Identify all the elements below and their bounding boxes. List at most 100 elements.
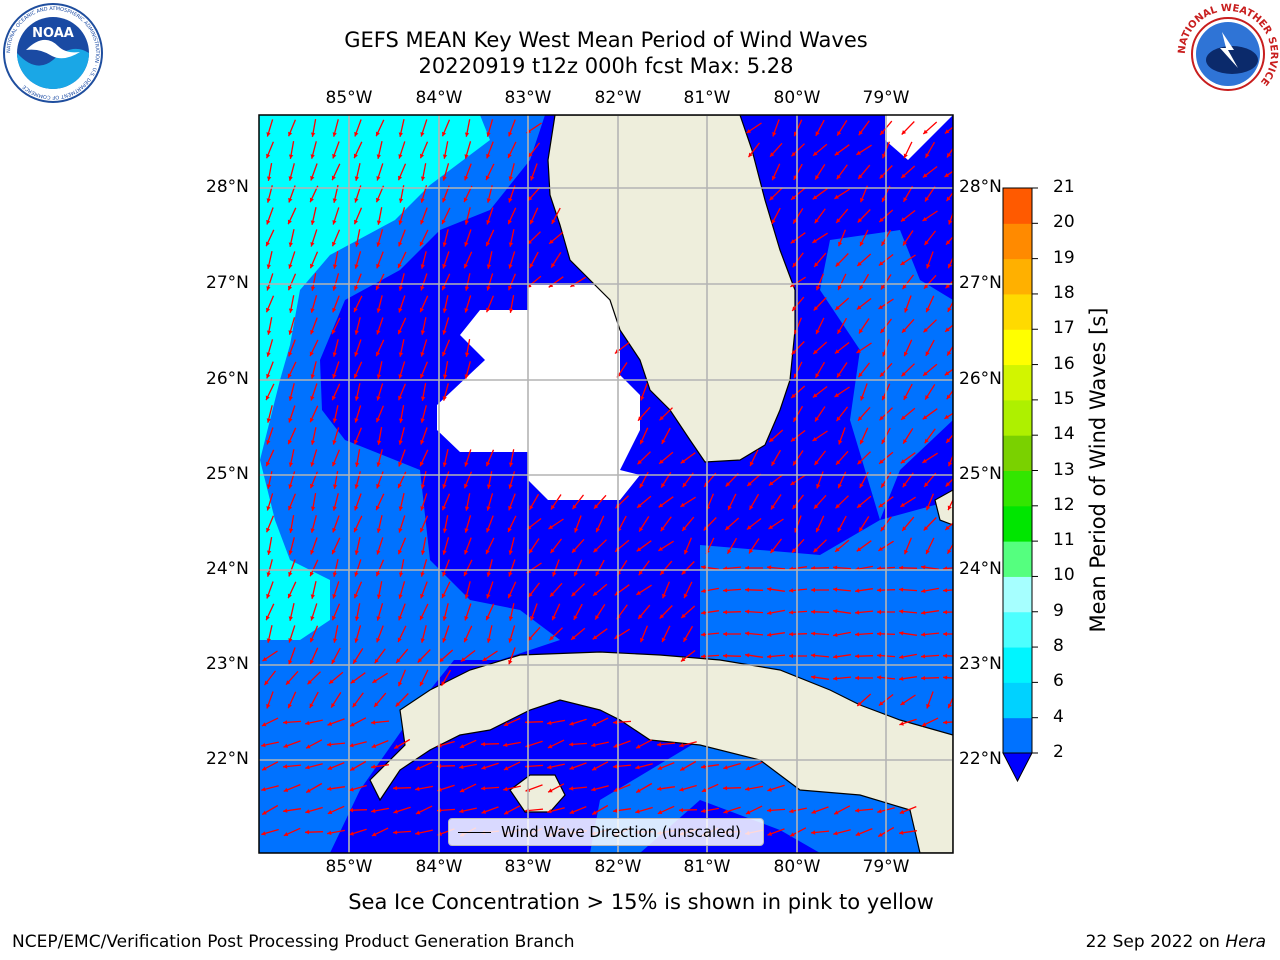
wave-direction-arrowhead [288, 439, 292, 445]
wave-direction-arrowhead [398, 681, 403, 687]
wave-direction-arrowhead [837, 372, 841, 378]
wave-direction-arrowhead [459, 808, 464, 814]
wave-direction-arrowhead [768, 525, 774, 529]
wave-direction-arrowhead [811, 830, 816, 835]
wave-direction-arrowhead [266, 506, 271, 511]
wave-direction-arrowhead [636, 788, 641, 793]
wave-direction-arrowhead [811, 653, 816, 658]
wave-direction-arrowhead [332, 572, 337, 577]
wave-direction-arrowhead [464, 637, 468, 643]
wave-direction-arrowhead [398, 308, 403, 313]
wave-direction-arrowhead [877, 588, 882, 593]
wave-direction-arrowhead [657, 742, 662, 747]
wave-direction-arrowhead [591, 742, 596, 748]
wave-direction-arrowhead [793, 373, 798, 379]
wave-direction-arrowhead [442, 571, 447, 577]
wave-direction-arrowhead [790, 239, 796, 244]
wave-direction-arrowhead [900, 701, 906, 705]
wave-direction-arrowhead [354, 176, 359, 181]
wave-direction-arrowhead [398, 154, 403, 159]
wave-direction-arrowhead [332, 286, 337, 291]
wave-direction-arrowhead [332, 241, 337, 247]
wave-direction-arrowhead [442, 484, 447, 489]
wave-direction-arrowhead [349, 808, 354, 813]
wave-direction-arrowhead [287, 593, 292, 599]
wave-direction-arrowhead [857, 261, 862, 266]
wave-direction-arrowhead [859, 527, 864, 532]
colorbar-tick-label: 10 [1053, 565, 1075, 586]
wave-direction-arrowhead [880, 130, 885, 135]
wave-direction-arrowhead [856, 547, 862, 552]
colorbar-segment [1003, 611, 1032, 648]
wave-direction-arrowhead [701, 654, 706, 659]
wave-direction-arrowhead [266, 264, 271, 269]
wave-direction-arrowhead [283, 787, 289, 792]
wave-direction-arrowhead [946, 196, 951, 202]
lon-label-bottom: 79°W [862, 857, 910, 877]
colorbar-segment [1003, 223, 1032, 260]
wave-direction-arrowhead [659, 614, 665, 619]
sea-ice-note: Sea Ice Concentration > 15% is shown in … [348, 890, 934, 914]
wave-direction-arrowhead [354, 550, 359, 555]
wave-direction-arrowhead [265, 395, 270, 401]
wave-direction-arrowhead [573, 615, 578, 620]
wave-direction-arrowhead [354, 131, 359, 137]
wave-direction-arrowhead [310, 396, 315, 401]
wave-direction-arrowhead [310, 308, 315, 313]
wave-direction-arrowhead [813, 306, 819, 311]
wave-direction-arrowhead [922, 415, 928, 420]
wave-direction-arrowhead [595, 571, 600, 576]
wave-direction-arrowhead [593, 547, 598, 553]
wave-direction-arrowhead [592, 810, 597, 815]
wave-direction-arrowhead [398, 132, 403, 137]
wave-direction-arrowhead [549, 635, 554, 641]
wave-direction-arrowhead [310, 417, 314, 423]
wave-direction-arrowhead [816, 483, 821, 489]
lat-label-right: 28°N [959, 177, 1002, 197]
wave-direction-arrowhead [266, 703, 271, 709]
wave-direction-arrowhead [374, 658, 379, 664]
wave-direction-arrowhead [943, 653, 948, 658]
wave-direction-arrowhead [464, 132, 470, 137]
wave-direction-arrowhead [530, 219, 534, 225]
wave-direction-arrowhead [834, 151, 840, 156]
wave-direction-arrowhead [860, 395, 865, 401]
wave-direction-arrowhead [376, 308, 381, 313]
graticule [259, 115, 953, 853]
wave-direction-arrowhead [792, 262, 797, 268]
wave-direction-arrowhead [904, 307, 909, 313]
wave-direction-arrowhead [903, 395, 908, 400]
wave-direction-arrowhead [288, 638, 293, 643]
wave-direction-arrowhead [613, 743, 619, 748]
wave-direction-arrowhead [442, 638, 447, 643]
wave-direction-arrowhead [530, 615, 535, 621]
wave-direction-arrowhead [354, 439, 359, 445]
wave-direction-arrowhead [332, 374, 337, 379]
wave-direction-arrowhead [701, 632, 706, 637]
wave-direction-arrowhead [657, 786, 662, 791]
wave-direction-arrowhead [658, 503, 664, 508]
wave-direction-arrowhead [397, 263, 402, 269]
wave-direction-arrowhead [310, 154, 315, 159]
wave-direction-arrowhead [464, 616, 469, 621]
wave-direction-arrowhead [331, 329, 336, 335]
wave-direction-arrowhead [749, 548, 753, 554]
wave-direction-arrowhead [857, 218, 863, 223]
wave-direction-arrowhead [882, 153, 887, 159]
wave-direction-arrowhead [660, 526, 665, 532]
wave-direction-arrowhead [419, 461, 424, 467]
wave-direction-arrowhead [353, 153, 358, 159]
wave-direction-arrowhead [354, 373, 358, 379]
wave-direction-arrowhead [310, 263, 315, 269]
wave-direction-arrowhead [332, 638, 338, 643]
wave-direction-arrowhead [548, 525, 554, 529]
chart-subtitle: 20220919 t12z 000h fcst Max: 5.28 [418, 54, 794, 78]
wave-direction-arrowhead [310, 220, 315, 225]
noaa-logo: NOAA NATIONAL OCEANIC AND ATMOSPHERIC AD… [3, 3, 103, 103]
wave-direction-arrowhead [767, 787, 772, 792]
wave-direction-arrowhead [354, 285, 359, 291]
wave-direction-arrowhead [393, 830, 398, 835]
wave-direction-arrowhead [945, 482, 951, 487]
wave-direction-arrowhead [947, 307, 952, 312]
wave-direction-arrowhead [793, 219, 798, 224]
